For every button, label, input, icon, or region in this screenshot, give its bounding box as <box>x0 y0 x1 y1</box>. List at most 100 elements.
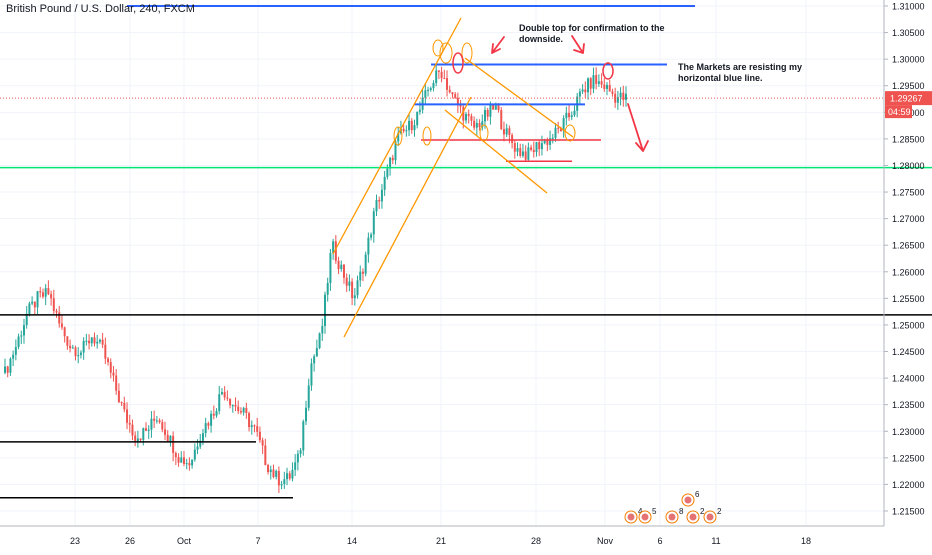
candle-up <box>299 450 302 454</box>
candle-down <box>600 81 603 85</box>
candle-up <box>250 425 253 428</box>
candle-down <box>107 358 110 363</box>
candle-down <box>153 418 156 421</box>
candle-down <box>622 92 625 100</box>
candle-up <box>573 110 576 116</box>
candle-up <box>408 120 411 131</box>
candle-down <box>448 89 451 93</box>
candle-up <box>475 122 478 128</box>
candle-up <box>90 337 93 344</box>
candle-down <box>486 109 489 117</box>
candle-down <box>459 105 462 107</box>
candle-down <box>454 94 457 98</box>
candle-up <box>394 141 397 161</box>
candle-down <box>112 372 115 376</box>
candle-down <box>88 340 91 344</box>
candle-up <box>418 109 421 112</box>
candle-down <box>345 277 348 286</box>
candle-up <box>201 433 204 441</box>
candle-down <box>351 281 354 299</box>
candle-down <box>497 105 500 111</box>
candle-down <box>234 405 237 407</box>
y-tick-label: 1.27500 <box>892 188 925 198</box>
price-tag-layer: 1.29267 04:59 <box>885 91 932 119</box>
candle-up <box>231 405 234 407</box>
candle-down <box>608 84 611 92</box>
candle-down <box>440 71 443 79</box>
candle-down <box>60 323 63 328</box>
candle-down <box>456 97 459 106</box>
candle-up <box>318 333 321 349</box>
event-badge-flag <box>668 513 676 521</box>
candle-up <box>82 340 85 353</box>
candle-up <box>481 121 484 128</box>
double-top-ellipse <box>602 62 614 80</box>
candle-up <box>169 435 172 442</box>
candle-up <box>340 264 343 270</box>
channel-lower-line <box>343 96 472 338</box>
y-tick-label: 1.25000 <box>892 320 925 330</box>
candle-down <box>559 128 562 132</box>
candle-up <box>356 280 359 296</box>
candle-down <box>451 92 454 95</box>
y-tick-label: 1.24000 <box>892 374 925 384</box>
drawing-layer: 4 5 8 262 <box>0 5 932 524</box>
highlight-ellipse <box>564 124 576 142</box>
candle-up <box>180 457 183 463</box>
candle-up <box>313 356 316 364</box>
candle-down <box>532 149 535 153</box>
price-tag-timer: 04:59 <box>888 107 911 117</box>
candle-down <box>538 142 541 150</box>
candle-up <box>554 127 557 138</box>
candle-up <box>465 114 468 121</box>
candle-up <box>218 394 221 412</box>
candle-up <box>435 70 438 84</box>
candle-up <box>326 282 329 295</box>
candle-up <box>353 295 356 299</box>
candle-up <box>625 93 627 100</box>
candle-down <box>229 398 232 406</box>
candle-up <box>383 176 386 190</box>
candle-down <box>492 104 495 110</box>
candle-up <box>483 109 486 122</box>
x-tick-label: 11 <box>711 536 720 546</box>
candle-up <box>606 84 609 89</box>
candle-down <box>174 452 177 458</box>
candle-up <box>36 291 39 308</box>
candle-up <box>332 241 335 254</box>
candle-up <box>155 420 158 422</box>
candle-down <box>584 89 587 93</box>
candle-up <box>17 336 20 348</box>
candle-up <box>136 438 139 442</box>
candle-down <box>134 435 137 442</box>
candle-down <box>272 469 275 477</box>
candle-down <box>139 438 142 440</box>
candle-up <box>413 125 416 131</box>
candle-down <box>470 115 473 121</box>
candle-up <box>302 421 305 451</box>
candle-up <box>535 142 538 153</box>
highlight-ellipse <box>393 126 403 146</box>
x-tick-label: 23 <box>70 536 80 546</box>
candle-up <box>9 358 12 373</box>
candle-down <box>163 429 166 435</box>
candle-up <box>323 294 326 326</box>
candle-up <box>386 168 389 177</box>
candle-down <box>443 78 446 80</box>
candle-up <box>424 90 427 98</box>
double-top-annotation: Double top for confirmation to the downs… <box>519 23 665 44</box>
candle-up <box>364 254 367 274</box>
candle-down <box>500 110 503 130</box>
candle-up <box>286 473 289 480</box>
arrow-resistance <box>571 35 585 54</box>
candle-up <box>44 288 47 297</box>
price-tag-value: 1.29267 <box>890 94 923 104</box>
candle-down <box>131 424 134 436</box>
candle-down <box>245 407 248 414</box>
candle-up <box>4 366 6 373</box>
candle-up <box>14 347 17 355</box>
candle-down <box>603 84 606 89</box>
symbol-title: British Pound / U.S. Dollar, 240, FXCM <box>6 3 195 15</box>
